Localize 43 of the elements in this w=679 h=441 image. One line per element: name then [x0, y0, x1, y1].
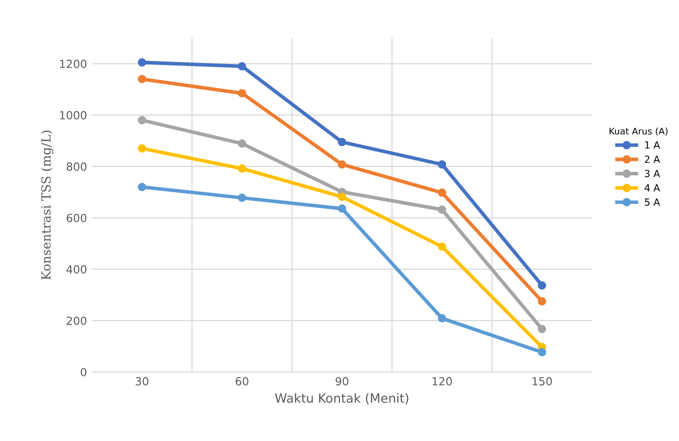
point — [538, 297, 546, 306]
point — [338, 160, 346, 169]
point — [538, 281, 546, 290]
legend-label: 4 A — [644, 184, 660, 192]
point — [338, 138, 346, 146]
y-axis-title: Konsentrasi TSS (mg/L) — [41, 130, 54, 280]
point — [238, 194, 246, 202]
y-tick-label: 1000 — [60, 111, 86, 120]
point — [138, 58, 146, 67]
legend-label: 3 A — [644, 170, 660, 178]
legend-label: 1 A — [645, 141, 660, 149]
y-tick-label: 200 — [66, 316, 86, 325]
y-tick-label: 0 — [80, 368, 86, 376]
point — [538, 348, 546, 356]
point — [138, 144, 146, 153]
x-tick-label: 90 — [336, 377, 348, 386]
x-tick-label: 60 — [236, 377, 248, 386]
point — [238, 139, 246, 148]
point — [138, 116, 146, 124]
x-tick-label: 150 — [532, 377, 552, 386]
point — [138, 74, 146, 84]
legend-label: 2 A — [644, 156, 660, 163]
point — [438, 160, 446, 169]
y-tick-label: 800 — [66, 162, 86, 171]
point — [238, 89, 246, 98]
point — [238, 62, 246, 70]
legend-label: 5 A — [644, 198, 660, 206]
x-tick-label: 120 — [432, 377, 452, 386]
point — [438, 314, 446, 322]
point — [338, 204, 346, 213]
point — [538, 324, 546, 334]
point — [438, 188, 446, 197]
point — [438, 205, 446, 214]
point — [338, 192, 346, 201]
point — [238, 164, 246, 173]
point — [438, 242, 446, 251]
point — [138, 182, 146, 192]
y-tick-label: 600 — [66, 214, 86, 222]
y-tick-label: 400 — [66, 265, 86, 274]
x-tick-label: 30 — [136, 377, 148, 386]
y-tick-label: 1200 — [60, 60, 86, 68]
x-axis-title: Waktu Kontak (Menit) — [275, 393, 408, 404]
legend-title: Kuat Arus (A) — [610, 128, 668, 136]
